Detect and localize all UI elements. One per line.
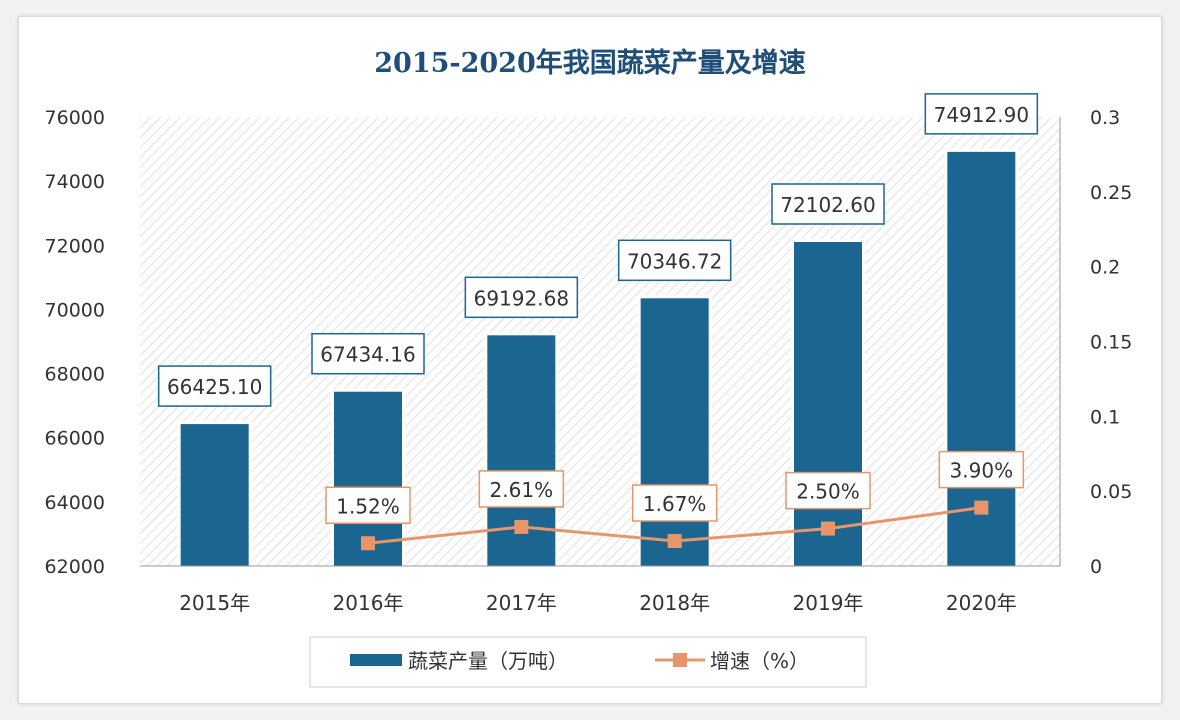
line-marker (361, 536, 375, 551)
bar-data-label: 66425.10 (167, 375, 262, 399)
bar-data-label: 69192.68 (474, 286, 569, 310)
line-marker (821, 521, 835, 536)
y-left-tick: 62000 (45, 556, 105, 578)
legend-line-label: 增速（%） (710, 649, 809, 673)
bar-data-label: 67434.16 (320, 343, 415, 367)
x-tick: 2016年 (333, 591, 404, 615)
y-left-tick: 66000 (45, 428, 105, 450)
x-tick: 2019年 (793, 591, 864, 615)
bar (947, 151, 1016, 566)
y-left-tick: 72000 (45, 235, 105, 257)
x-tick: 2018年 (639, 591, 710, 615)
legend-bar-label: 蔬菜产量（万吨） (408, 649, 568, 673)
bar (794, 241, 862, 566)
line-data-label: 2.61% (490, 478, 554, 502)
line-marker (667, 534, 682, 549)
line-data-label-box (478, 470, 565, 508)
y-right-tick: 0.3 (1090, 107, 1120, 129)
y-right-tick: 0.15 (1090, 332, 1132, 354)
line-data-label-box (785, 471, 871, 510)
bar (640, 298, 709, 566)
bar-data-label-box (771, 183, 885, 225)
line-data-label-box (631, 484, 718, 522)
y-right-tick: 0 (1090, 556, 1102, 578)
y-right-tick: 0.1 (1090, 406, 1120, 428)
x-tick: 2015年 (179, 591, 250, 615)
line-marker (514, 519, 529, 534)
y-right-tick: 0.05 (1090, 481, 1132, 503)
bar-data-label-box (311, 332, 425, 375)
bar-data-label-box (617, 239, 732, 282)
legend (309, 636, 867, 688)
line-data-label: 3.90% (950, 459, 1014, 483)
line-data-label: 2.50% (796, 480, 860, 504)
y-left-tick: 70000 (45, 299, 105, 321)
legend-line-marker (673, 653, 687, 667)
chart-title: 2015-2020年我国蔬菜产量及增速 (374, 47, 806, 79)
y-left-tick: 64000 (45, 492, 105, 514)
y-right-tick: 0.2 (1090, 257, 1120, 279)
y-right-tick: 0.25 (1090, 182, 1132, 204)
bar-data-label: 74912.90 (934, 103, 1029, 127)
plot-area (140, 117, 1060, 566)
line-data-label: 1.52% (336, 494, 400, 518)
line-data-label-box (938, 450, 1025, 489)
line-marker (974, 500, 989, 515)
y-left-tick: 76000 (45, 107, 105, 129)
bar-data-label-box (464, 276, 579, 319)
x-tick: 2017年 (486, 591, 557, 615)
bar-data-label-box (924, 93, 1039, 135)
bar-data-label-box (157, 365, 272, 407)
line-data-label-box (325, 486, 411, 525)
bar-data-label: 72102.60 (780, 193, 875, 217)
x-tick: 2020年 (946, 591, 1017, 615)
legend-bar-swatch (350, 654, 402, 666)
y-left-tick: 74000 (45, 171, 105, 193)
line-data-label: 1.67% (643, 492, 707, 516)
bar-data-label: 70346.72 (627, 249, 722, 273)
bar (180, 424, 249, 566)
y-left-tick: 68000 (45, 364, 105, 386)
